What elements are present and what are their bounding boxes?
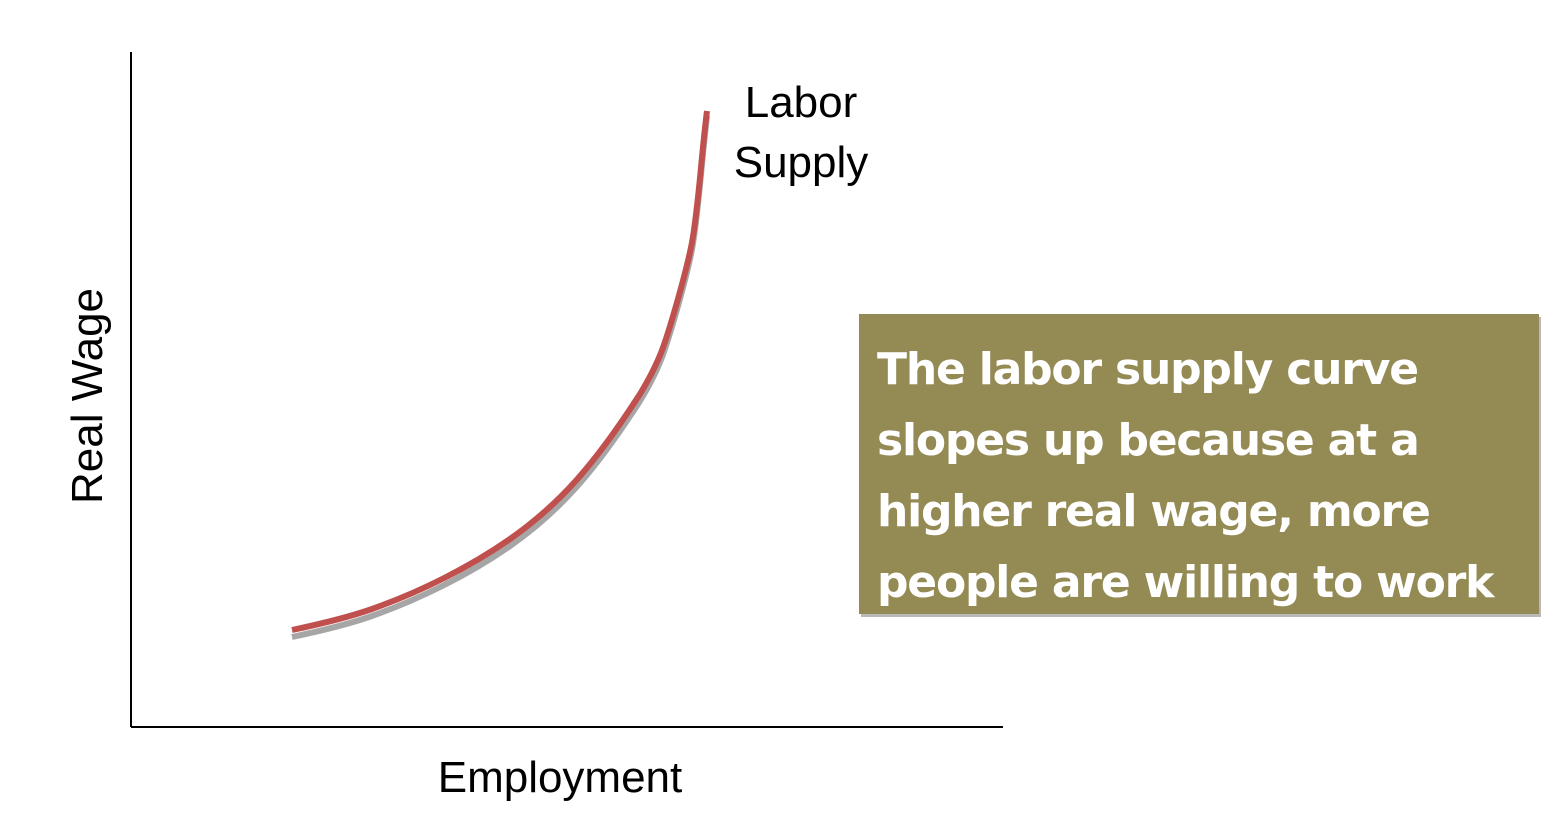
labor-supply-curve [291, 110, 710, 633]
callout-text: The labor supply curve slopes up because… [877, 344, 1494, 608]
curve-label-line2: Supply [734, 138, 869, 187]
labor-supply-curve-shadow [291, 115, 710, 640]
y-axis-label: Real Wage [63, 288, 112, 504]
x-axis-label: Employment [438, 753, 683, 802]
curve-label-line1: Labor [745, 78, 858, 127]
explanation-callout: The labor supply curve slopes up because… [859, 314, 1539, 614]
